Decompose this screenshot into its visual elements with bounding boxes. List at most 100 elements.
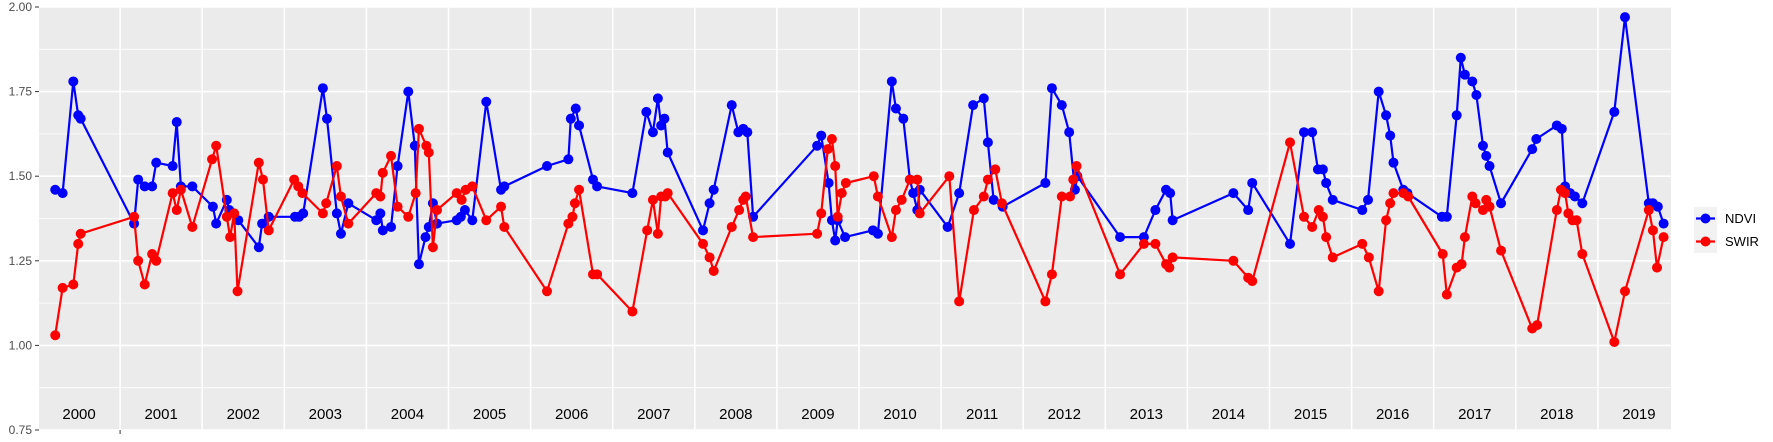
data-point-swir [133, 255, 144, 266]
data-point-swir [253, 157, 264, 168]
data-point-ndvi [432, 218, 443, 229]
year-label: 2000 [62, 406, 95, 423]
data-point-swir [896, 194, 907, 205]
data-point-swir [734, 205, 745, 216]
data-point-ndvi [467, 215, 478, 226]
data-point-swir [1285, 137, 1296, 148]
data-point-ndvi [1619, 12, 1630, 23]
data-point-swir [990, 164, 1001, 175]
year-label: 2017 [1458, 406, 1491, 423]
data-point-ndvi [652, 93, 663, 104]
data-point-ndvi [386, 221, 397, 232]
data-point-ndvi [1569, 191, 1580, 202]
legend-label-ndvi: NDVI [1725, 211, 1756, 226]
data-point-swir [567, 211, 578, 222]
data-point-swir [467, 181, 478, 192]
legend: NDVI SWIR [1694, 207, 1759, 253]
data-point-ndvi [57, 188, 68, 199]
data-point-swir [331, 161, 342, 172]
data-point-swir [1167, 252, 1178, 263]
data-point-ndvi [1388, 157, 1399, 168]
series-swir [50, 123, 1669, 348]
data-point-ndvi [647, 127, 658, 138]
data-point-ndvi [1652, 201, 1663, 212]
data-point-swir [1321, 232, 1332, 243]
data-point-ndvi [171, 117, 182, 128]
data-point-swir [456, 194, 467, 205]
data-point-ndvi [592, 181, 603, 192]
data-point-ndvi [321, 113, 332, 124]
data-point-ndvi [1327, 194, 1338, 205]
data-point-ndvi [742, 127, 753, 138]
data-point-swir [225, 232, 236, 243]
data-point-ndvi [1247, 177, 1258, 188]
data-point-ndvi [375, 208, 386, 219]
data-point-swir [708, 265, 719, 276]
year-label: 2006 [555, 406, 588, 423]
data-point-ndvi [978, 93, 989, 104]
y-tick-label: 1.00 [9, 338, 33, 352]
data-point-swir [574, 184, 585, 195]
data-point-ndvi [1285, 238, 1296, 249]
data-point-swir [1363, 252, 1374, 263]
data-point-ndvi [1658, 218, 1669, 229]
data-point-swir [175, 184, 186, 195]
data-point-ndvi [1471, 89, 1482, 100]
data-point-swir [1532, 320, 1543, 331]
data-point-swir [748, 232, 759, 243]
data-point-ndvi [1455, 52, 1466, 63]
data-point-ndvi [1467, 76, 1478, 87]
data-point-ndvi [988, 194, 999, 205]
data-point-swir [1164, 262, 1175, 273]
data-point-swir [392, 201, 403, 212]
data-point-ndvi [1556, 123, 1567, 134]
year-label: 2013 [1130, 406, 1163, 423]
data-point-swir [726, 221, 737, 232]
data-point-ndvi [335, 228, 346, 239]
data-point-swir [1228, 255, 1239, 266]
data-point-ndvi [942, 221, 953, 232]
data-point-swir [1577, 249, 1588, 260]
data-point-swir [257, 174, 268, 185]
year-label: 2016 [1376, 406, 1409, 423]
data-point-swir [968, 205, 979, 216]
data-point-swir [978, 191, 989, 202]
data-point-swir [872, 191, 883, 202]
data-point-swir [263, 225, 274, 236]
data-point-ndvi [890, 103, 901, 114]
data-point-swir [698, 238, 709, 249]
data-point-swir [1496, 245, 1507, 256]
data-point-swir [1317, 211, 1328, 222]
data-point-ndvi [542, 161, 553, 172]
data-point-ndvi [403, 86, 414, 97]
data-point-swir [386, 150, 397, 161]
data-point-ndvi [1321, 177, 1332, 188]
data-point-swir [1658, 232, 1669, 243]
data-point-swir [912, 174, 923, 185]
year-label: 2015 [1294, 406, 1327, 423]
data-point-ndvi [1317, 164, 1328, 175]
data-point-swir [840, 177, 851, 188]
data-point-ndvi [1056, 100, 1067, 111]
data-point-ndvi [499, 181, 510, 192]
data-point-ndvi [1307, 127, 1318, 138]
year-label: 2018 [1540, 406, 1573, 423]
data-point-swir [1040, 296, 1051, 307]
data-point-swir [886, 232, 897, 243]
data-point-ndvi [413, 259, 424, 270]
data-point-swir [1046, 269, 1057, 280]
data-point-ndvi [886, 76, 897, 87]
data-point-ndvi [708, 184, 719, 195]
data-point-swir [496, 201, 507, 212]
data-point-swir [317, 208, 328, 219]
data-point-swir [171, 205, 182, 216]
data-point-ndvi [253, 242, 264, 253]
data-point-ndvi [570, 103, 581, 114]
data-point-swir [1456, 259, 1467, 270]
data-point-ndvi [823, 177, 834, 188]
year-label: 2007 [637, 406, 670, 423]
data-point-swir [826, 133, 837, 144]
data-point-swir [1064, 191, 1075, 202]
legend-key-marker-swir [1700, 236, 1711, 247]
